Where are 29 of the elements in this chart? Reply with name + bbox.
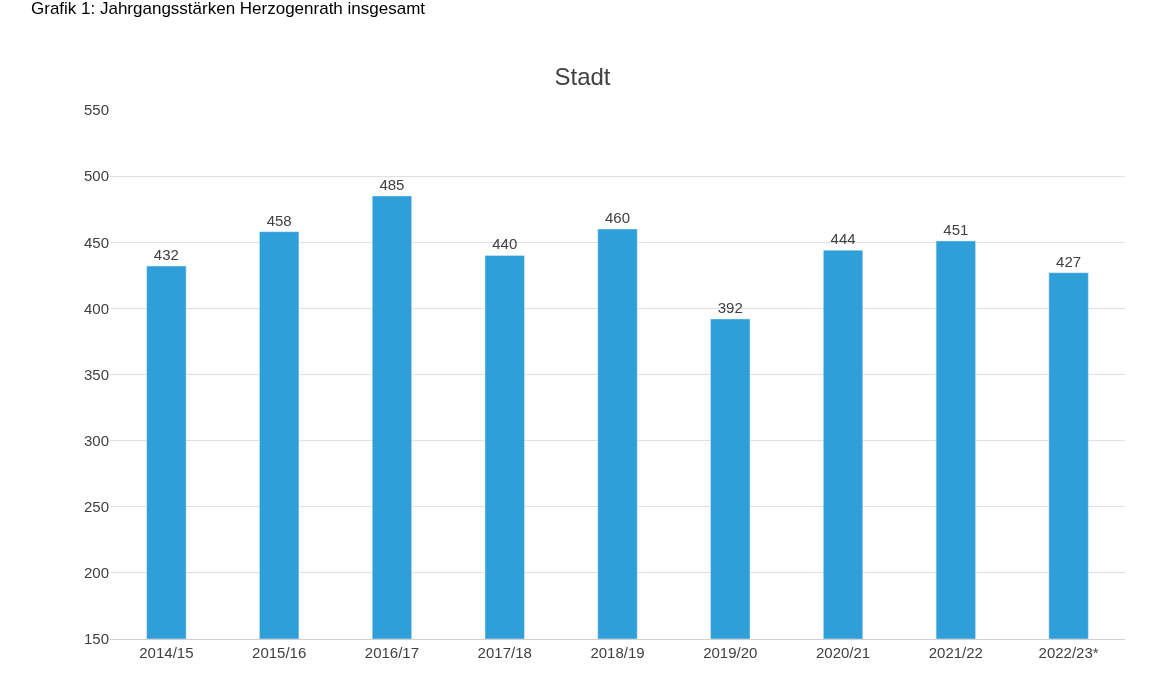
- x-tick-label: 2018/19: [590, 644, 645, 661]
- data-label: 460: [604, 209, 631, 227]
- data-label: 451: [943, 220, 969, 238]
- x-tick-label: 2021/22: [928, 644, 983, 661]
- y-tick-label: 500: [83, 167, 109, 185]
- data-label: 432: [153, 246, 179, 264]
- chart-title: Stadt: [554, 63, 611, 91]
- x-tick-label: 2019/20: [703, 644, 758, 661]
- y-tick-label: 250: [83, 498, 109, 515]
- y-tick-label: 450: [83, 233, 109, 251]
- data-label: 392: [717, 298, 743, 316]
- x-tick-label: 2015/16: [252, 644, 307, 661]
- data-label: 440: [492, 235, 518, 253]
- y-tick-label: 350: [83, 365, 109, 383]
- data-label: 485: [379, 175, 405, 193]
- y-tick-label: 150: [83, 630, 109, 648]
- y-tick-label: 550: [83, 101, 109, 119]
- text: Grafik 1: Jahrgangsstärken Herzogenrath insgesamt: [31, 0, 426, 18]
- data-label: 458: [266, 211, 292, 229]
- y-tick-label: 200: [83, 564, 109, 582]
- x-tick-label: 2022/23*: [1038, 644, 1099, 661]
- x-tick-label: 2014/15: [139, 644, 194, 661]
- y-tick-label: 400: [83, 299, 109, 317]
- y-tick-label: 300: [83, 431, 109, 449]
- x-tick-label: 2017/18: [477, 644, 532, 661]
- data-label: 444: [830, 230, 856, 248]
- data-label: 427: [1056, 252, 1082, 270]
- x-tick-label: 2016/17: [364, 644, 420, 661]
- x-tick-label: 2020/21: [815, 644, 871, 661]
